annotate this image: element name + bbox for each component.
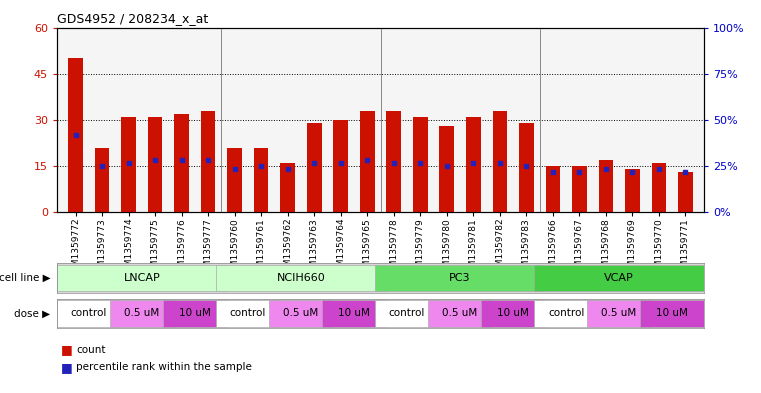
Text: GDS4952 / 208234_x_at: GDS4952 / 208234_x_at [57, 12, 209, 25]
Bar [57, 300, 121, 327]
Text: control: control [548, 309, 584, 318]
Bar [534, 300, 598, 327]
Bar [110, 300, 174, 327]
Bar [572, 166, 587, 212]
Bar [599, 160, 613, 212]
Text: 0.5 uM: 0.5 uM [283, 309, 319, 318]
Text: PC3: PC3 [449, 273, 471, 283]
Bar [534, 265, 704, 291]
Text: LNCAP: LNCAP [123, 273, 161, 283]
Bar [360, 111, 374, 212]
Text: NCIH660: NCIH660 [276, 273, 326, 283]
Bar [678, 172, 693, 212]
Bar [322, 300, 386, 327]
Bar [216, 265, 386, 291]
Text: control: control [71, 309, 107, 318]
Bar [519, 123, 533, 212]
Bar [216, 300, 280, 327]
Text: 0.5 uM: 0.5 uM [601, 309, 637, 318]
Bar [481, 300, 545, 327]
Bar [428, 300, 492, 327]
Text: percentile rank within the sample: percentile rank within the sample [76, 362, 252, 373]
Bar [375, 300, 439, 327]
Bar [466, 117, 481, 212]
Bar [201, 111, 215, 212]
Text: 10 uM: 10 uM [497, 309, 529, 318]
Text: 0.5 uM: 0.5 uM [442, 309, 478, 318]
Bar [68, 58, 83, 212]
Bar [280, 163, 295, 212]
Text: 0.5 uM: 0.5 uM [124, 309, 160, 318]
Text: 10 uM: 10 uM [656, 309, 688, 318]
Bar [333, 120, 348, 212]
Bar [121, 117, 136, 212]
Bar [625, 169, 640, 212]
Text: 10 uM: 10 uM [338, 309, 370, 318]
Bar [640, 300, 704, 327]
Bar [440, 126, 454, 212]
Text: ■: ■ [61, 343, 72, 356]
Bar [546, 166, 560, 212]
Bar [163, 300, 227, 327]
Bar [57, 265, 227, 291]
Bar [269, 300, 333, 327]
Text: control: control [230, 309, 266, 318]
Bar [375, 265, 545, 291]
Bar [254, 147, 269, 212]
Text: ■: ■ [61, 361, 72, 374]
Bar [413, 117, 428, 212]
Text: VCAP: VCAP [604, 273, 634, 283]
Bar [387, 111, 401, 212]
Text: control: control [389, 309, 425, 318]
Bar [174, 114, 189, 212]
Bar [307, 123, 321, 212]
Bar [148, 117, 162, 212]
Bar [492, 111, 507, 212]
Text: cell line ▶: cell line ▶ [0, 273, 50, 283]
Text: 10 uM: 10 uM [179, 309, 211, 318]
Text: count: count [76, 345, 106, 355]
Text: dose ▶: dose ▶ [14, 309, 50, 318]
Bar [228, 147, 242, 212]
Bar [587, 300, 651, 327]
Bar [651, 163, 666, 212]
Bar [95, 147, 110, 212]
